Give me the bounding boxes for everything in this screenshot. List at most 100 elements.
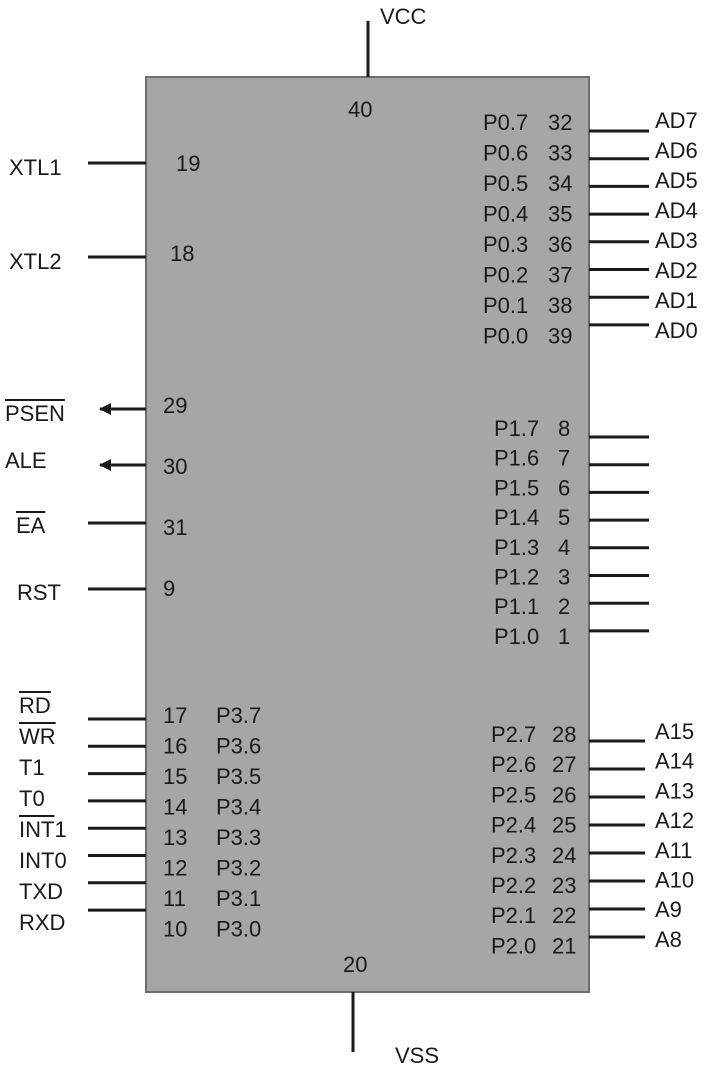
- port2-pin-number: 21: [552, 933, 576, 958]
- port1-pin-number: 8: [558, 416, 570, 441]
- port3-pin-number: 12: [163, 856, 187, 881]
- port1-port-name: P1.5: [494, 475, 539, 500]
- port3-port-name: P3.5: [216, 764, 261, 789]
- xtl2-pin-number: 18: [170, 241, 194, 266]
- port0-port-name: P0.0: [483, 324, 528, 349]
- port1-port-name: P1.0: [494, 624, 539, 649]
- vcc-pin: VCC 40: [348, 4, 427, 122]
- port0-bus-label: AD5: [655, 168, 698, 193]
- port1-pin-number: 7: [558, 446, 570, 471]
- xtl1-pin-number: 19: [176, 151, 200, 176]
- port2-pin-number: 25: [552, 813, 576, 838]
- port2-port-name: P2.4: [491, 813, 536, 838]
- port3-port-name: P3.2: [216, 856, 261, 881]
- port3-port-name: P3.4: [216, 795, 261, 820]
- port0-bus-label: AD4: [655, 198, 698, 223]
- port3-port-name: P3.6: [216, 734, 261, 759]
- port2-pin-number: 22: [552, 903, 576, 928]
- port1-port-name: P1.1: [494, 594, 539, 619]
- port2-bus-label: A10: [655, 868, 694, 893]
- port1-port-name: P1.7: [494, 416, 539, 441]
- port2-pin-number: 26: [552, 782, 576, 807]
- port0-pin-number: 37: [548, 263, 572, 288]
- port0-pins: P0.7 32 AD7 P0.6 33 AD6 P0.5 34 AD5 P0.4 35 AD4 P0.3…: [483, 108, 698, 349]
- ale-label: ALE: [5, 448, 47, 473]
- port0-bus-label: AD2: [655, 258, 698, 283]
- port2-pin-number: 27: [552, 752, 576, 777]
- port1-pin-number: 5: [558, 505, 570, 530]
- port0-port-name: P0.1: [483, 293, 528, 318]
- port2-bus-label: A11: [655, 838, 693, 863]
- port0-port-name: P0.6: [483, 141, 528, 166]
- vss-pin-number: 20: [343, 952, 367, 977]
- psen-pin-number: 29: [163, 393, 187, 418]
- port2-bus-label: A13: [655, 778, 694, 803]
- vss-label: VSS: [395, 1043, 439, 1067]
- port2-pin-number: 23: [552, 873, 576, 898]
- port1-pin-number: 3: [558, 565, 570, 590]
- port3-signal-label: INT1: [19, 817, 67, 842]
- port1-port-name: P1.2: [494, 565, 539, 590]
- port3-pin-number: 10: [163, 917, 187, 942]
- ea-label: EA: [16, 513, 46, 538]
- port3-signal-label: RXD: [19, 910, 65, 935]
- port0-bus-label: AD7: [655, 108, 698, 133]
- port0-pin-number: 38: [548, 293, 572, 318]
- port1-pin-number: 4: [558, 535, 570, 560]
- port1-port-name: P1.3: [494, 535, 539, 560]
- chip-body: [145, 76, 590, 993]
- port0-pin-number: 35: [548, 202, 572, 227]
- port3-signal-label: T0: [19, 786, 45, 811]
- port2-port-name: P2.5: [491, 782, 536, 807]
- port3-pins: RD 17 P3.7 WR 16 P3.6 T1 15 P3.5 T0 14 P3.4 INT1 13 P3…: [19, 691, 261, 942]
- psen-label: PSEN: [5, 401, 65, 426]
- port3-signal-label: INT0: [19, 848, 67, 873]
- port2-port-name: P2.3: [491, 843, 536, 868]
- port2-port-name: P2.0: [491, 933, 536, 958]
- port1-port-name: P1.4: [494, 505, 539, 530]
- port3-pin-number: 13: [163, 825, 187, 850]
- port3-port-name: P3.7: [216, 703, 261, 728]
- ale-pin-number: 30: [163, 454, 187, 479]
- port3-port-name: P3.0: [216, 917, 261, 942]
- rst-label: RST: [17, 580, 61, 605]
- port2-port-name: P2.6: [491, 752, 536, 777]
- port2-bus-label: A8: [655, 927, 682, 952]
- port3-pin-number: 16: [163, 734, 187, 759]
- port3-port-name: P3.3: [216, 825, 261, 850]
- port0-port-name: P0.4: [483, 202, 528, 227]
- port3-port-name: P3.1: [216, 886, 261, 911]
- rst-pin-number: 9: [163, 576, 175, 601]
- port1-pin-number: 6: [558, 475, 570, 500]
- port0-pin-number: 39: [548, 324, 572, 349]
- port1-port-name: P1.6: [494, 446, 539, 471]
- port0-bus-label: AD0: [655, 318, 698, 343]
- port3-pin-number: 15: [163, 764, 187, 789]
- port2-port-name: P2.7: [491, 722, 536, 747]
- vcc-label: VCC: [380, 4, 427, 29]
- port2-port-name: P2.2: [491, 873, 536, 898]
- port3-pin-number: 17: [163, 703, 187, 728]
- vcc-pin-number: 40: [348, 97, 372, 122]
- port2-bus-label: A15: [655, 719, 694, 744]
- port3-pin-number: 14: [163, 795, 187, 820]
- ea-pin-number: 31: [163, 515, 187, 540]
- port3-signal-label: TXD: [19, 879, 63, 904]
- port2-pin-number: 28: [552, 722, 576, 747]
- port0-pin-number: 34: [548, 171, 572, 196]
- port3-pin-number: 11: [163, 886, 186, 911]
- xtl2-label: XTL2: [9, 249, 62, 274]
- port1-pin-number: 2: [558, 594, 570, 619]
- port0-port-name: P0.5: [483, 171, 528, 196]
- port1-pin-number: 1: [558, 624, 570, 649]
- port3-signal-label: T1: [19, 755, 45, 780]
- port2-pins: P2.7 28 A15 P2.6 27 A14 P2.5 26 A13 P2.4 25 A12 P2.3…: [491, 719, 694, 958]
- port0-port-name: P0.7: [483, 110, 528, 135]
- port0-pin-number: 32: [548, 110, 572, 135]
- port2-port-name: P2.1: [491, 903, 536, 928]
- port3-signal-label: RD: [19, 693, 51, 718]
- port2-pin-number: 24: [552, 843, 576, 868]
- port2-bus-label: A14: [655, 749, 694, 774]
- port0-bus-label: AD6: [655, 138, 698, 163]
